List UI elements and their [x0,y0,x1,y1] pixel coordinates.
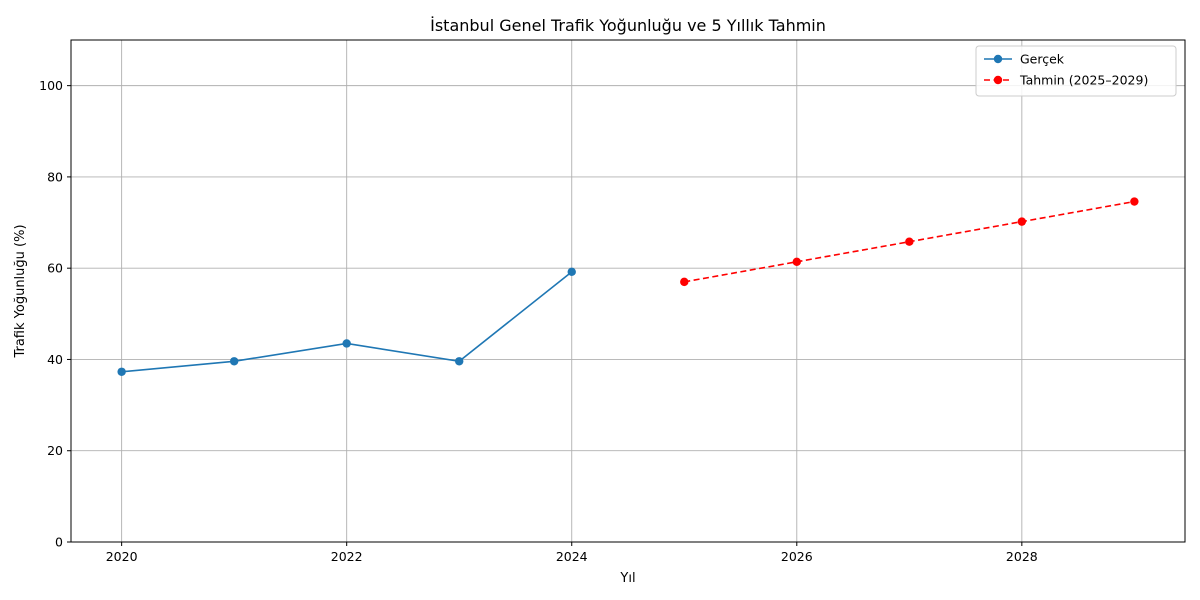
plot-frame [70,39,1186,543]
y-tick-label: 80 [47,169,63,184]
y-axis-label: Trafik Yoğunluğu (%) [13,224,28,358]
data-point [680,277,689,287]
legend-entry: Gerçek [984,52,1065,67]
legend-marker [993,54,1003,64]
data-point [342,339,351,348]
ticks: 2020 2022 2024 2026 2028 0 20 40 60 80 100 [39,78,1038,564]
y-tick-label: 100 [39,78,63,93]
legend-label: Tahmin (2025–2029) [1019,73,1148,88]
data-point [229,357,239,366]
y-tick-label: 40 [47,352,63,367]
data-point [567,267,576,277]
y-tick-label: 60 [47,261,63,276]
x-tick-label: 2026 [781,549,813,564]
legend-label: Gerçek [1020,52,1065,67]
x-tick-label: 2022 [331,549,363,564]
x-tick-label: 2020 [106,549,138,564]
x-tick-label: 2024 [556,549,588,564]
y-tick-label: 0 [55,535,63,550]
x-tick-label: 2028 [1006,549,1038,564]
data-point [792,257,801,266]
series-layer [117,197,1139,376]
grid [71,40,1185,543]
chart-title: İstanbul Genel Trafik Yoğunluğu ve 5 Yıl… [430,16,826,35]
data-point [905,237,914,246]
legend: Gerçek Tahmin (2025–2029) [975,45,1177,97]
x-axis-label: Yıl [619,571,635,586]
series-1 [117,267,576,376]
legend-box [975,45,1177,97]
y-tick-label: 20 [47,443,63,458]
legend-items: Gerçek Tahmin (2025–2029) [984,52,1148,88]
data-point [117,367,126,376]
data-point [1130,197,1139,206]
data-point [455,357,464,366]
legend-entry: Tahmin (2025–2029) [984,73,1148,88]
series-2 [680,197,1139,287]
legend-marker [993,75,1003,85]
data-point [1017,217,1027,226]
